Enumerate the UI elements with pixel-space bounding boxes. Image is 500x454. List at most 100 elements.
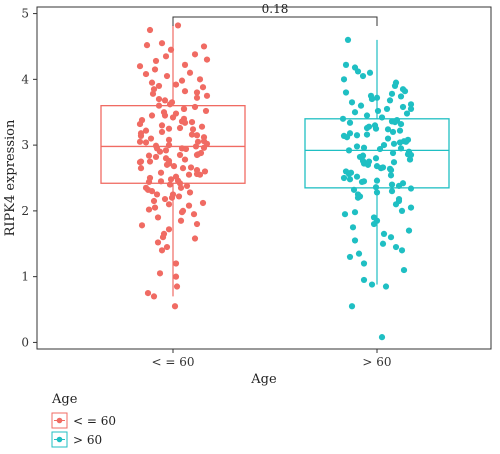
data-point: [387, 172, 395, 179]
data-point: [167, 176, 175, 183]
data-point: [137, 132, 145, 140]
data-point: [349, 224, 357, 231]
data-point: [399, 103, 407, 111]
data-point: [384, 126, 392, 133]
data-point: [185, 202, 193, 209]
x-tick-label: < = 60: [151, 355, 194, 369]
data-point: [382, 283, 390, 290]
data-point: [407, 105, 415, 113]
data-point: [145, 178, 153, 186]
data-point: [397, 120, 405, 128]
data-point: [175, 193, 183, 200]
data-point: [186, 189, 194, 196]
data-point: [148, 188, 156, 195]
x-axis-title: Age: [250, 372, 277, 387]
legend-key-box: [51, 412, 68, 429]
data-point: [170, 163, 178, 170]
data-point: [172, 273, 180, 280]
data-point: [151, 204, 159, 211]
y-tick-label: 3: [21, 138, 29, 152]
data-point: [378, 334, 386, 341]
data-point: [177, 184, 185, 191]
data-point: [392, 243, 400, 251]
data-point: [162, 53, 170, 60]
data-point: [158, 40, 166, 47]
data-point: [348, 99, 356, 106]
data-point: [201, 168, 209, 175]
data-point: [359, 72, 367, 80]
data-point: [196, 76, 204, 83]
data-point: [390, 159, 398, 166]
data-point: [136, 120, 144, 128]
data-point: [363, 112, 371, 119]
legend-label: < = 60: [73, 414, 116, 428]
data-point: [202, 107, 210, 115]
data-point: [191, 103, 199, 111]
data-point: [341, 211, 349, 218]
data-point: [159, 234, 167, 241]
data-point: [138, 222, 146, 229]
data-point: [187, 164, 195, 171]
data-point: [348, 303, 356, 310]
data-point: [379, 240, 387, 247]
data-point: [388, 188, 396, 195]
data-point: [363, 131, 371, 138]
data-point: [407, 204, 415, 211]
data-point: [181, 156, 189, 163]
data-point: [386, 97, 394, 104]
data-point: [174, 22, 182, 29]
data-point: [162, 147, 170, 154]
data-point: [346, 119, 354, 126]
data-point: [145, 152, 153, 159]
data-point: [397, 93, 405, 100]
data-point: [388, 90, 396, 97]
data-point: [193, 132, 201, 139]
data-point: [153, 191, 161, 198]
data-point: [406, 156, 414, 163]
data-point: [405, 227, 413, 234]
data-point: [150, 86, 158, 93]
data-point: [351, 109, 359, 116]
data-point: [351, 237, 359, 244]
data-point: [354, 68, 362, 75]
box-iqr: [304, 118, 450, 189]
p-value-label: 0.18: [262, 2, 289, 16]
data-point: [137, 158, 145, 165]
box-iqr: [100, 105, 246, 184]
data-point: [165, 136, 173, 143]
legend-key: [51, 412, 68, 429]
data-point: [401, 88, 409, 95]
data-point: [163, 243, 171, 251]
data-point: [189, 126, 197, 133]
data-point: [203, 92, 211, 99]
data-point: [392, 201, 400, 208]
legend-entries: < = 60 > 60: [51, 412, 116, 448]
data-point: [142, 127, 150, 134]
data-point: [137, 165, 145, 172]
data-point: [147, 135, 155, 142]
data-point: [136, 138, 144, 145]
data-point: [383, 105, 391, 113]
y-tick-label: 5: [21, 7, 29, 21]
y-axis: 0 1 2 3 4 5: [21, 7, 37, 349]
data-point: [188, 118, 196, 126]
data-point: [151, 66, 159, 73]
data-point: [172, 260, 180, 267]
data-point: [181, 61, 189, 68]
data-point: [182, 145, 190, 153]
data-point: [380, 142, 388, 149]
legend: Age < = 60 > 60: [51, 392, 116, 448]
data-point: [161, 112, 169, 119]
box-layer: [100, 25, 450, 297]
data-point: [374, 107, 382, 115]
data-point: [146, 158, 154, 165]
data-point: [407, 185, 415, 192]
data-point: [152, 153, 160, 161]
data-point: [203, 56, 211, 63]
data-point: [388, 181, 396, 188]
legend-key-dot: [56, 436, 63, 443]
data-point: [148, 112, 156, 119]
data-point: [387, 234, 395, 241]
data-point: [169, 114, 177, 121]
